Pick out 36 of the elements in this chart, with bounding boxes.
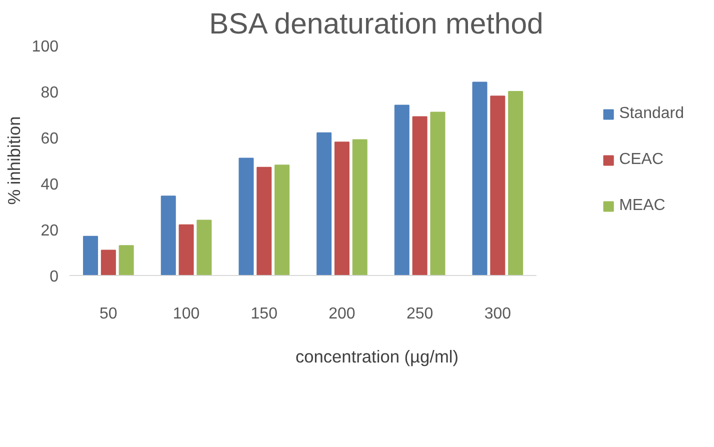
x-tick-label: 200 bbox=[328, 306, 356, 322]
bar bbox=[334, 142, 350, 276]
x-tick-label: 50 bbox=[100, 306, 118, 322]
y-tick-label: 60 bbox=[40, 130, 59, 148]
y-axis-title: % inhibition bbox=[4, 116, 24, 205]
bar bbox=[118, 245, 134, 276]
legend-label: MEAC bbox=[619, 197, 666, 215]
x-axis-title: concentration (µg/ml) bbox=[295, 346, 459, 366]
x-tick-label: 250 bbox=[406, 306, 434, 322]
bar bbox=[196, 220, 212, 276]
y-tick-label: 100 bbox=[32, 38, 59, 56]
y-tick-label: 0 bbox=[50, 268, 59, 286]
legend-label: CEAC bbox=[619, 151, 664, 169]
y-tick-label: 80 bbox=[40, 84, 59, 102]
bar bbox=[238, 158, 254, 276]
bar bbox=[394, 104, 410, 276]
y-tick-label: 20 bbox=[40, 222, 59, 240]
bar bbox=[316, 132, 332, 276]
legend-label: Standard bbox=[619, 105, 684, 123]
x-tick-label: 100 bbox=[172, 306, 200, 322]
bar bbox=[472, 82, 488, 276]
bar bbox=[160, 196, 176, 276]
bar bbox=[100, 250, 116, 276]
x-tick-label: 150 bbox=[250, 306, 278, 322]
bar bbox=[490, 96, 506, 276]
bar bbox=[178, 224, 194, 276]
bar bbox=[256, 166, 272, 276]
bar bbox=[430, 112, 446, 276]
x-tick-label: 300 bbox=[484, 306, 512, 322]
bar bbox=[83, 236, 98, 276]
bar bbox=[352, 139, 368, 276]
bar bbox=[508, 91, 524, 276]
bar bbox=[274, 164, 290, 276]
bar bbox=[412, 116, 428, 276]
chart-title: BSA denaturation method bbox=[209, 8, 544, 40]
y-tick-label: 40 bbox=[40, 176, 59, 194]
